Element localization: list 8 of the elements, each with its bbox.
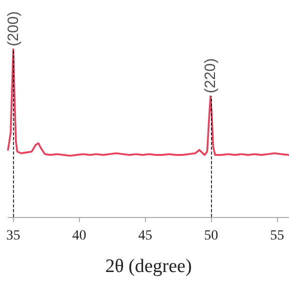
- annotation: (200): [4, 11, 22, 46]
- x-tick-label: 50: [204, 228, 218, 244]
- x-tick-label: 45: [138, 228, 152, 244]
- annotation: (220): [202, 58, 220, 94]
- x-tick-label: 35: [6, 228, 20, 244]
- x-tick-label: 40: [72, 228, 86, 244]
- x-tick-label: 55: [270, 228, 284, 244]
- x-axis-title: 2θ (degree): [105, 256, 192, 277]
